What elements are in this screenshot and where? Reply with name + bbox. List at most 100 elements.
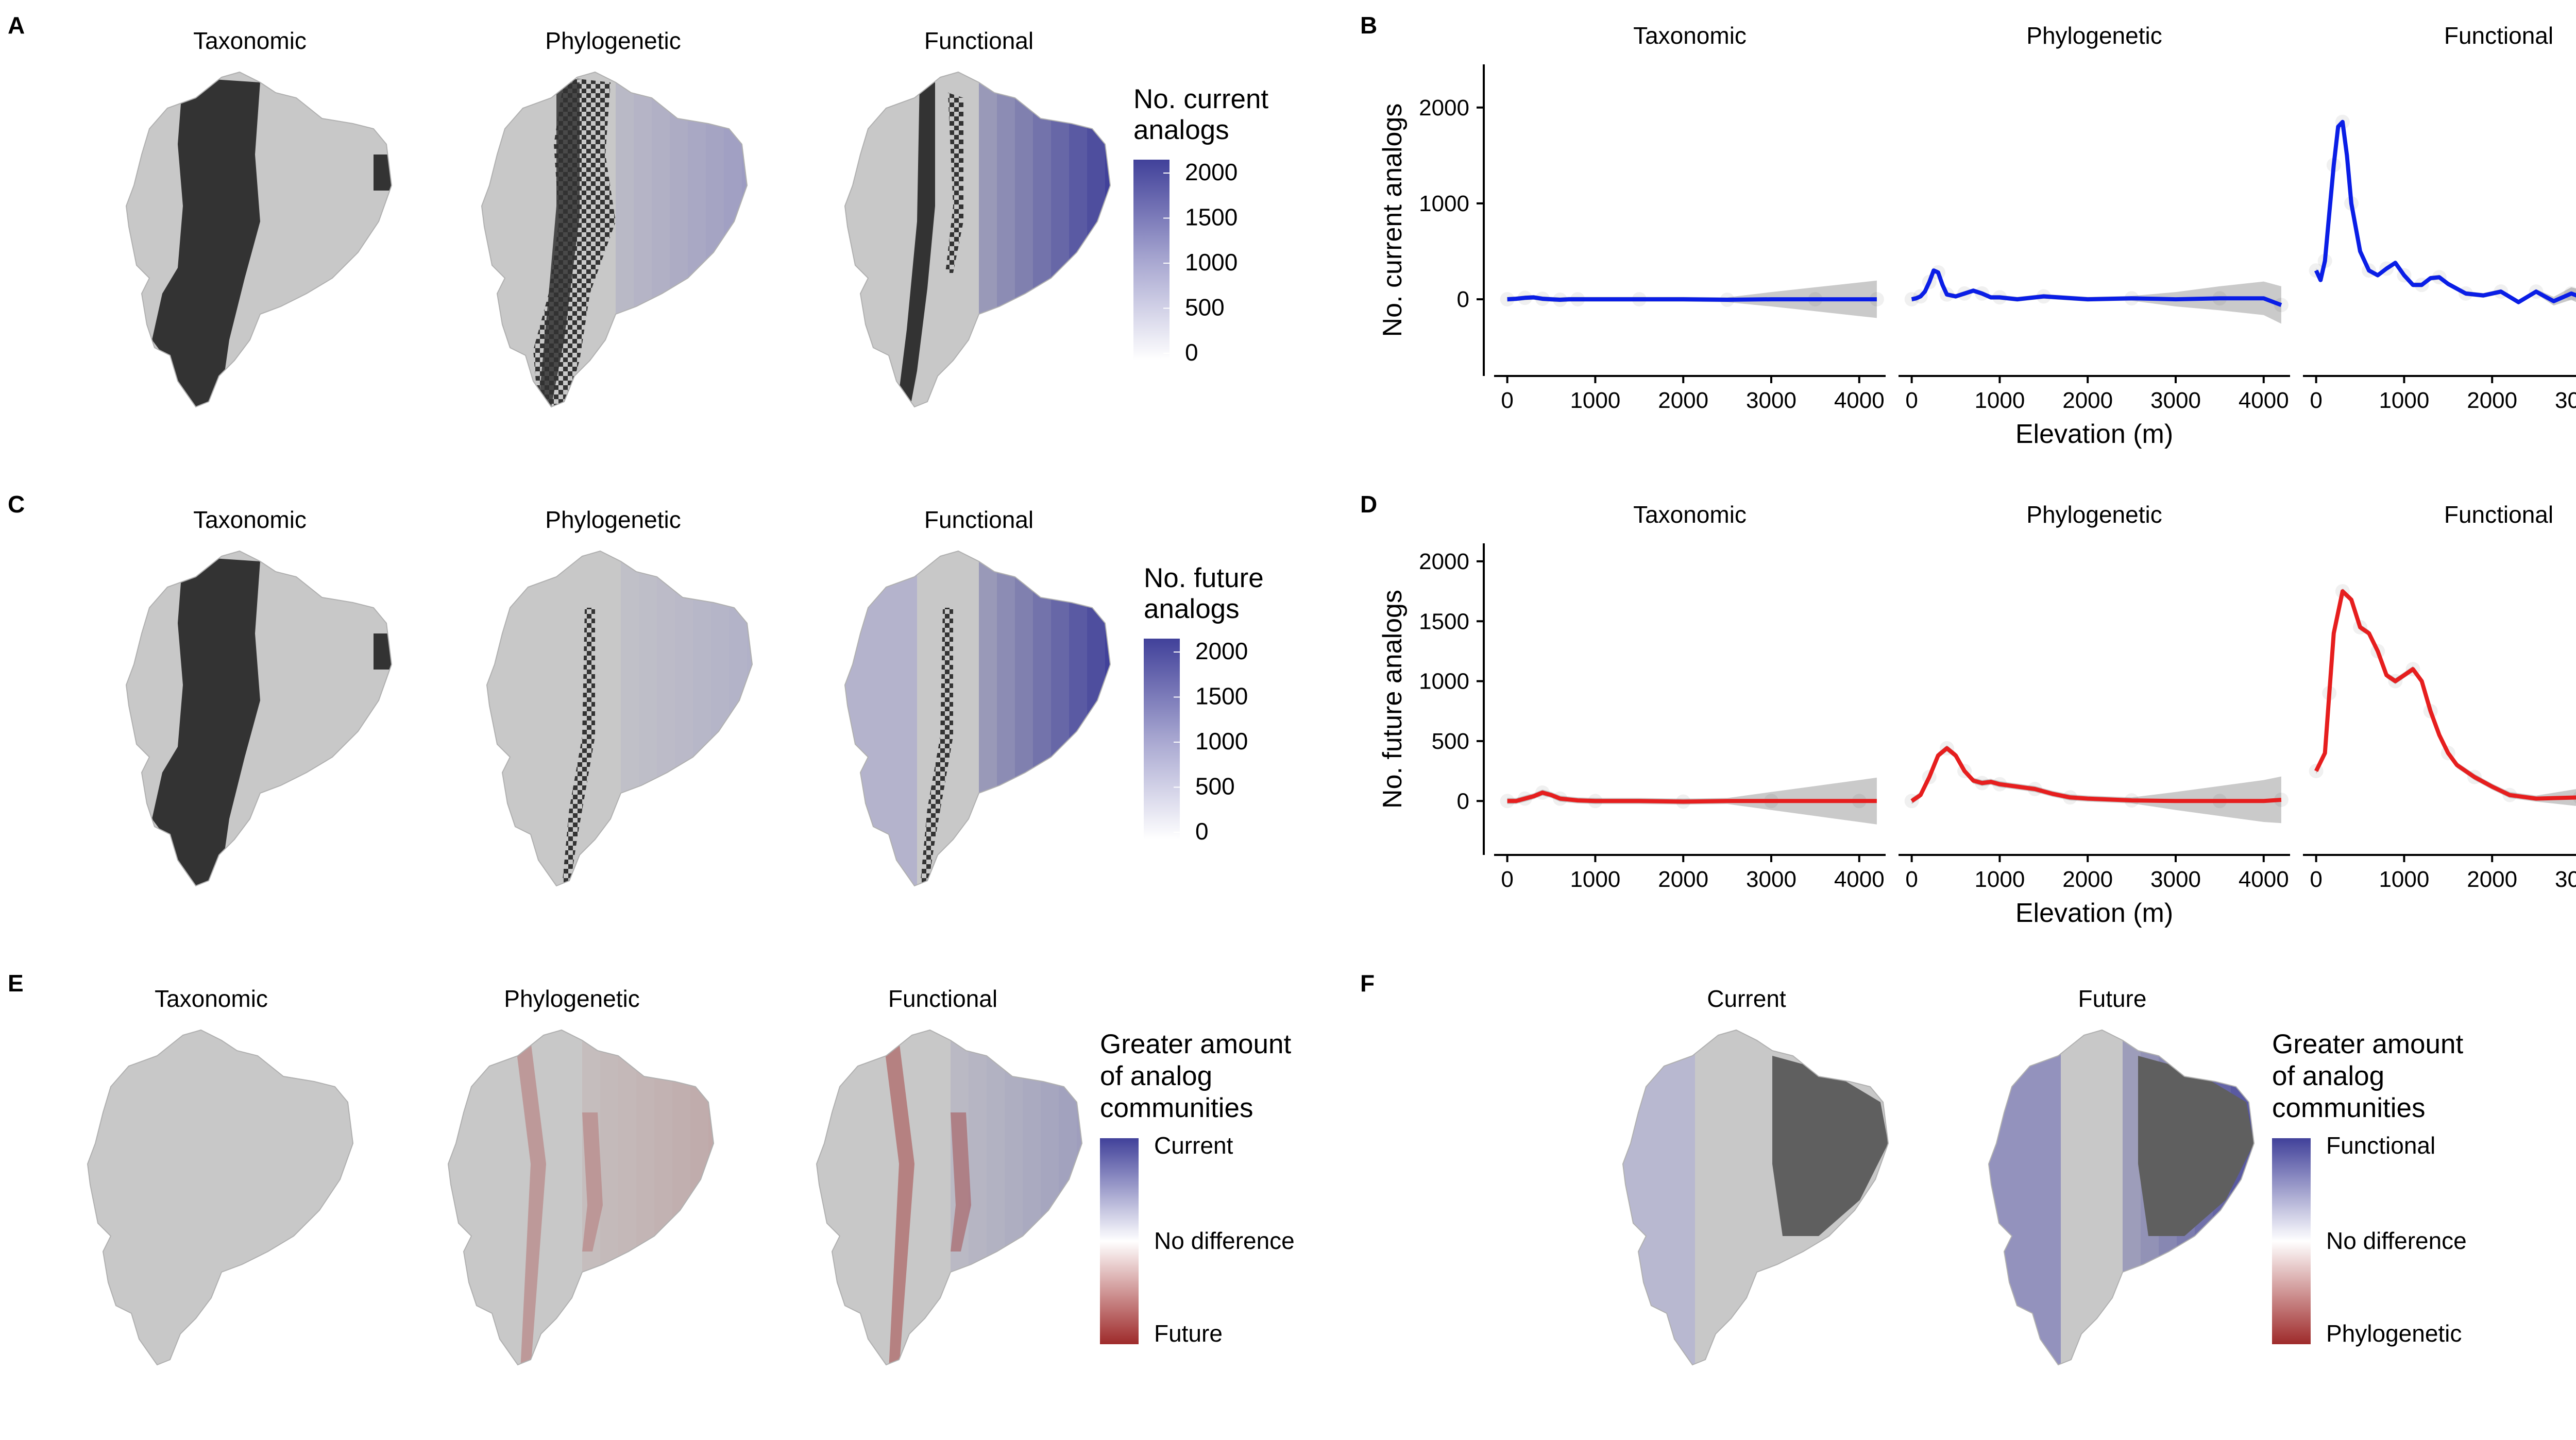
map-c-phylogenetic xyxy=(486,550,753,887)
map-shade xyxy=(693,551,711,886)
map-title-f-1: Future xyxy=(2078,985,2147,1012)
map-shade xyxy=(1033,72,1052,407)
legend-current-analogs-title: No. current xyxy=(1133,84,1268,114)
plot-b-point xyxy=(1869,292,1884,307)
map-shade xyxy=(621,551,639,886)
map-future-streak xyxy=(515,1040,546,1365)
plot-d-ytick-label: 1000 xyxy=(1419,669,1469,694)
map-title-a-0: Taxonomic xyxy=(193,27,307,54)
legend-future-analogs-tick: 0 xyxy=(1195,818,1209,845)
panel-label-c: C xyxy=(8,491,25,518)
map-outline xyxy=(1988,1029,2255,1366)
plot-d-xtick-label: 3000 xyxy=(2150,867,2201,892)
map-dark-block xyxy=(374,633,392,670)
map-shade xyxy=(1105,72,1110,407)
plot-b-facet-title: Taxonomic xyxy=(1633,22,1747,49)
map-outline xyxy=(87,1029,354,1366)
map-no-analog xyxy=(896,82,935,407)
map-shade xyxy=(688,72,706,407)
map-shade-west xyxy=(1989,1030,2061,1365)
plot-b-xtick-label: 1000 xyxy=(2379,388,2429,413)
map-outline xyxy=(125,71,393,408)
panel-label-d: D xyxy=(1360,491,1377,518)
panel-label-e: E xyxy=(8,970,24,997)
map-shade xyxy=(657,551,675,886)
map-shade xyxy=(675,551,693,886)
plot-d-xtick-label: 1000 xyxy=(2379,867,2429,892)
map-title-c-0: Taxonomic xyxy=(193,506,307,533)
map-shade xyxy=(634,72,652,407)
plot-b-line-1 xyxy=(1911,268,2282,307)
plot-d-xtick-label: 0 xyxy=(1501,867,1513,892)
map-no-analog xyxy=(152,556,260,886)
plot-d-point xyxy=(2309,764,2324,779)
legend-future-analogs-tick: 500 xyxy=(1195,773,1235,800)
map-shade xyxy=(1051,551,1070,886)
legend-diff-func-phylo-key-high: Functional xyxy=(2326,1132,2435,1159)
legend-diff-current-future-key-high: Current xyxy=(1154,1132,1233,1159)
map-shade xyxy=(1059,1030,1077,1365)
map-outline xyxy=(1622,1029,1889,1366)
plot-b-xtick-label: 3000 xyxy=(2555,388,2576,413)
legend-future-analogs-bar xyxy=(1144,639,1180,839)
legend-diff-func-phylo-title: of analog xyxy=(2272,1061,2384,1091)
legend-current-analogs-tick: 0 xyxy=(1185,339,1198,366)
legend-future-analogs-title: analogs xyxy=(1144,594,1240,624)
map-shade xyxy=(618,1030,637,1365)
plot-b-line-0 xyxy=(1507,295,1877,302)
plot-b-xtick-label: 0 xyxy=(1501,388,1513,413)
plot-b-xtick-label: 1000 xyxy=(1570,388,1620,413)
plot-b-point xyxy=(2274,298,2289,313)
plot-d-xtick-label: 0 xyxy=(1905,867,1918,892)
plot-d-ytick-label: 0 xyxy=(1457,788,1469,814)
legend-diff-func-phylo-bar xyxy=(2272,1138,2311,1344)
plot-b-ytick-label: 1000 xyxy=(1419,191,1469,216)
plot-d-xtick-label: 3000 xyxy=(2555,867,2576,892)
map-shade xyxy=(742,72,747,407)
plot-b-facet-title: Functional xyxy=(2444,22,2553,49)
legend-current-analogs-bar xyxy=(1133,160,1170,361)
map-shade-west xyxy=(845,551,917,886)
legend-current-analogs-tick: 1500 xyxy=(1185,204,1238,231)
legend-future-analogs-tick: 1500 xyxy=(1195,683,1248,710)
legend-future-analogs-tick: 1000 xyxy=(1195,728,1248,755)
plot-b-xtick-label: 3000 xyxy=(1746,388,1797,413)
legend-current-analogs-tick: 500 xyxy=(1185,294,1225,321)
map-no-analog-core xyxy=(538,82,580,407)
map-outline xyxy=(125,550,393,887)
map-outline xyxy=(844,71,1111,408)
legend-diff-func-phylo-key-mid: No difference xyxy=(2326,1227,2467,1254)
map-shade xyxy=(1015,551,1033,886)
map-outline xyxy=(844,550,1111,887)
map-no-analog xyxy=(920,608,953,886)
map-title-c-1: Phylogenetic xyxy=(545,506,681,533)
legend-future-analogs-title: No. future xyxy=(1144,563,1264,593)
map-dark-region xyxy=(2138,1056,2254,1236)
map-no-analog-2 xyxy=(945,93,963,273)
map-outline xyxy=(447,1029,715,1366)
map-shade xyxy=(2249,1030,2254,1365)
map-shade-west xyxy=(1623,1030,1695,1365)
map-shade xyxy=(1051,72,1070,407)
map-shade xyxy=(1033,551,1052,886)
map-future-streak xyxy=(884,1040,914,1365)
legend-current-analogs-title: analogs xyxy=(1133,115,1229,145)
plot-d-ribbon xyxy=(1911,745,2281,824)
map-a-functional xyxy=(844,71,1111,408)
map-shade xyxy=(711,551,730,886)
map-future-streak-2 xyxy=(951,1112,971,1252)
plot-b-facet-title: Phylogenetic xyxy=(2026,22,2162,49)
plot-b-xtick-label: 2000 xyxy=(2062,388,2113,413)
map-e-taxonomic xyxy=(87,1029,354,1366)
map-shade xyxy=(987,1030,1005,1365)
plot-b-xtick-label: 4000 xyxy=(1834,388,1885,413)
plot-b-xtick-label: 0 xyxy=(1905,388,1918,413)
plot-b-xlabel: Elevation (m) xyxy=(2015,419,2173,449)
map-shade xyxy=(636,1030,655,1365)
map-shade xyxy=(706,72,724,407)
map-shade xyxy=(1015,72,1033,407)
plot-d-xtick-label: 1000 xyxy=(1570,867,1620,892)
plot-b-ylabel: No. current analogs xyxy=(1378,104,1408,337)
map-shade xyxy=(690,1030,709,1365)
